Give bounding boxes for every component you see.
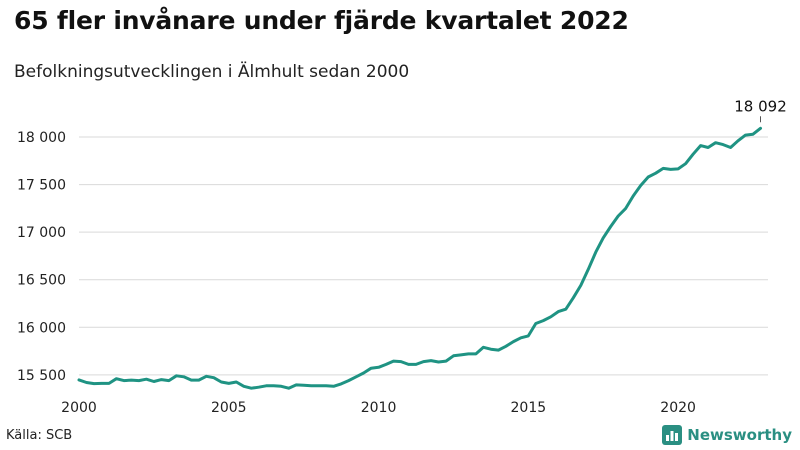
x-tick-label: 2000 (61, 400, 97, 416)
y-tick-label: 16 500 (17, 273, 66, 289)
brand-logo: Newsworthy (662, 425, 792, 445)
y-tick-label: 17 000 (17, 225, 66, 241)
source-label: Källa: SCB (6, 428, 73, 443)
x-tick-label: 2005 (211, 400, 247, 416)
brand-name: Newsworthy (687, 426, 792, 444)
line-chart: 15 500 16 000 16 500 17 000 17 500 18 000 200… (17, 97, 787, 416)
x-tick-label: 2010 (361, 400, 397, 416)
x-axis-ticks: 2000 2005 2010 2015 2020 (61, 400, 696, 416)
y-axis-ticks: 15 500 16 000 16 500 17 000 17 500 18 000 (17, 130, 66, 384)
newsworthy-chart-icon (662, 425, 683, 445)
x-tick-label: 2020 (660, 400, 696, 416)
y-tick-label: 17 500 (17, 178, 66, 194)
y-tick-label: 15 500 (17, 368, 66, 384)
y-tick-label: 18 000 (17, 130, 66, 146)
chart-subtitle: Befolkningsutvecklingen i Älmhult sedan … (14, 62, 410, 82)
series-line (77, 126, 762, 390)
end-value-label: 18 092 (734, 97, 787, 115)
annotation-layer: 18 092 (734, 97, 787, 123)
grid-lines (79, 136, 768, 376)
y-tick-label: 16 000 (17, 320, 66, 336)
series-layer (77, 126, 762, 390)
x-tick-label: 2015 (511, 400, 547, 416)
chart-title: 65 fler invånare under fjärde kvartalet … (14, 6, 629, 35)
